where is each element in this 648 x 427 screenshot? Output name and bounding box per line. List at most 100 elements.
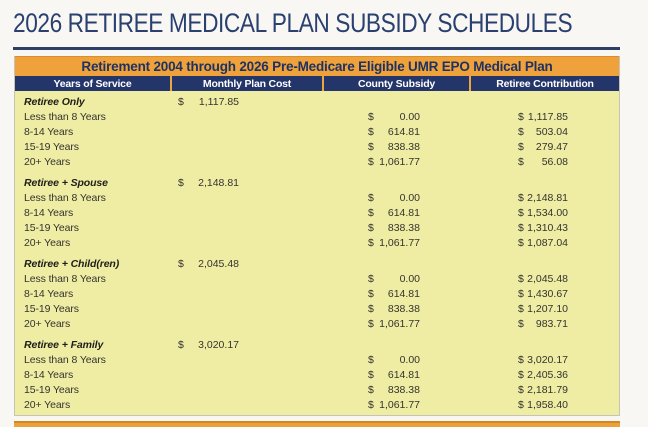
county-subsidy-value: 0.00 — [399, 272, 420, 285]
service-years-row: 15-19 Years $838.38 $279.47 — [15, 139, 619, 154]
retiree-contribution-value: 983.71 — [535, 317, 568, 330]
retiree-contribution: $2,045.48 — [469, 273, 619, 285]
currency-symbol: $ — [518, 155, 524, 168]
county-subsidy: $1,061.77 — [322, 318, 469, 330]
county-subsidy-value: 0.00 — [399, 353, 420, 366]
currency-symbol: $ — [368, 140, 374, 153]
retiree-contribution: $56.08 — [469, 156, 619, 168]
coverage-tier-label: Retiree + Child(ren) — [24, 257, 120, 270]
monthly-plan-cost: $2,148.81 — [170, 177, 322, 189]
county-subsidy-value: 838.38 — [387, 221, 420, 234]
county-subsidy: $0.00 — [322, 354, 469, 366]
currency-symbol: $ — [518, 191, 524, 204]
currency-symbol: $ — [368, 353, 374, 366]
retiree-contribution-value: 2,181.79 — [527, 383, 568, 396]
currency-symbol: $ — [368, 302, 374, 315]
retiree-contribution: $1,117.85 — [469, 111, 619, 123]
county-subsidy: $1,061.77 — [322, 237, 469, 249]
county-subsidy: $838.38 — [322, 222, 469, 234]
service-years-row: Less than 8 Years $0.00 $3,020.17 — [15, 352, 619, 367]
currency-symbol: $ — [518, 353, 524, 366]
service-years-label: 15-19 Years — [24, 221, 79, 234]
currency-symbol: $ — [518, 302, 524, 315]
service-years-label: Less than 8 Years — [24, 110, 106, 123]
county-subsidy-value: 1,061.77 — [379, 317, 420, 330]
county-subsidy-value: 614.81 — [387, 287, 420, 300]
page-title: 2026 RETIREE MEDICAL PLAN SUBSIDY SCHEDU… — [13, 8, 573, 38]
currency-symbol: $ — [518, 398, 524, 411]
service-years-label: Less than 8 Years — [24, 272, 106, 285]
service-years-label: 15-19 Years — [24, 140, 79, 153]
coverage-tier-label: Retiree + Family — [24, 338, 104, 351]
service-years-row: Less than 8 Years $0.00 $2,045.48 — [15, 271, 619, 286]
currency-symbol: $ — [518, 368, 524, 381]
retiree-contribution: $1,087.04 — [469, 237, 619, 249]
county-subsidy: $838.38 — [322, 384, 469, 396]
county-subsidy-value: 614.81 — [387, 125, 420, 138]
service-years-row: 8-14 Years $614.81 $2,405.36 — [15, 367, 619, 382]
coverage-tier-row: Retiree + Family $3,020.17 — [15, 337, 619, 352]
monthly-plan-cost-value: 2,148.81 — [198, 176, 239, 189]
currency-symbol: $ — [178, 338, 184, 351]
monthly-plan-cost-value: 2,045.48 — [198, 257, 239, 270]
table-banner: Retirement 2004 through 2026 Pre-Medicar… — [15, 56, 619, 76]
retiree-contribution: $3,020.17 — [469, 354, 619, 366]
service-years-label: 15-19 Years — [24, 302, 79, 315]
currency-symbol: $ — [368, 398, 374, 411]
service-years-label: Less than 8 Years — [24, 353, 106, 366]
retiree-contribution: $2,181.79 — [469, 384, 619, 396]
county-subsidy: $838.38 — [322, 141, 469, 153]
retiree-contribution-value: 1,310.43 — [527, 221, 568, 234]
service-years-row: 15-19 Years $838.38 $2,181.79 — [15, 382, 619, 397]
county-subsidy: $0.00 — [322, 192, 469, 204]
county-subsidy-value: 838.38 — [387, 302, 420, 315]
retiree-contribution-value: 56.08 — [541, 155, 568, 168]
retiree-contribution: $1,958.40 — [469, 399, 619, 411]
currency-symbol: $ — [518, 317, 524, 330]
retiree-contribution: $503.04 — [469, 126, 619, 138]
subsidy-schedule-table: Retirement 2004 through 2026 Pre-Medicar… — [14, 56, 620, 416]
retiree-contribution: $2,148.81 — [469, 192, 619, 204]
retiree-contribution-value: 1,534.00 — [527, 206, 568, 219]
coverage-tier-label: Retiree Only — [24, 95, 85, 108]
monthly-plan-cost-value: 1,117.85 — [198, 95, 239, 108]
service-years-label: 20+ Years — [24, 317, 71, 330]
service-years-label: 8-14 Years — [24, 368, 74, 381]
retiree-contribution-value: 1,958.40 — [527, 398, 568, 411]
county-subsidy-value: 838.38 — [387, 140, 420, 153]
service-years-row: 8-14 Years $614.81 $1,430.67 — [15, 286, 619, 301]
currency-symbol: $ — [368, 221, 374, 234]
service-years-row: 20+ Years $1,061.77 $56.08 — [15, 154, 619, 169]
county-subsidy: $0.00 — [322, 111, 469, 123]
service-years-label: 15-19 Years — [24, 383, 79, 396]
county-subsidy-value: 614.81 — [387, 206, 420, 219]
column-header-retiree-contribution: Retiree Contribution — [469, 76, 619, 91]
retiree-contribution-value: 503.04 — [535, 125, 568, 138]
currency-symbol: $ — [518, 287, 524, 300]
currency-symbol: $ — [518, 125, 524, 138]
title-underline — [13, 47, 620, 50]
currency-symbol: $ — [518, 206, 524, 219]
currency-symbol: $ — [178, 95, 184, 108]
county-subsidy-value: 614.81 — [387, 368, 420, 381]
monthly-plan-cost: $1,117.85 — [170, 96, 322, 108]
table-body: Retiree Only $1,117.85 Less than 8 Years $0… — [15, 91, 619, 415]
currency-symbol: $ — [518, 383, 524, 396]
column-header-years-of-service: Years of Service — [53, 77, 132, 90]
currency-symbol: $ — [368, 287, 374, 300]
service-years-label: 8-14 Years — [24, 125, 74, 138]
county-subsidy: $614.81 — [322, 126, 469, 138]
monthly-plan-cost: $3,020.17 — [170, 339, 322, 351]
county-subsidy: $1,061.77 — [322, 399, 469, 411]
service-years-row: Less than 8 Years $0.00 $1,117.85 — [15, 109, 619, 124]
county-subsidy-value: 1,061.77 — [379, 398, 420, 411]
coverage-tier-row: Retiree + Spouse $2,148.81 — [15, 175, 619, 190]
retiree-contribution-value: 1,117.85 — [527, 110, 568, 123]
retiree-contribution-value: 2,045.48 — [527, 272, 568, 285]
retiree-contribution-value: 3,020.17 — [527, 353, 568, 366]
service-years-label: 8-14 Years — [24, 206, 74, 219]
retiree-contribution: $1,430.67 — [469, 288, 619, 300]
coverage-tier-row: Retiree + Child(ren) $2,045.48 — [15, 256, 619, 271]
currency-symbol: $ — [518, 221, 524, 234]
county-subsidy: $614.81 — [322, 207, 469, 219]
